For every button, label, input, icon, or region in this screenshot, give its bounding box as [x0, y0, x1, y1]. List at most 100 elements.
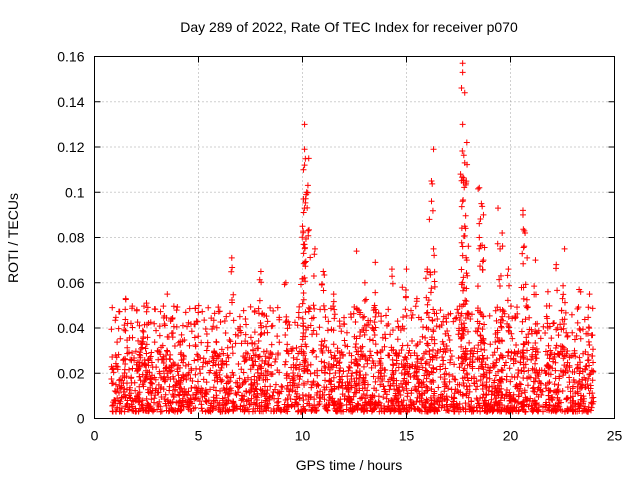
data-point — [394, 336, 401, 343]
data-point — [357, 395, 364, 402]
data-point — [358, 405, 365, 412]
data-point — [316, 398, 323, 405]
data-point — [110, 380, 117, 387]
data-point — [532, 369, 539, 376]
data-point — [249, 357, 256, 364]
data-point — [127, 395, 134, 402]
data-point — [412, 363, 419, 370]
data-point — [264, 329, 271, 336]
data-point — [235, 384, 242, 391]
data-point-peak — [576, 286, 583, 293]
data-point — [215, 304, 222, 311]
data-point — [188, 384, 195, 391]
data-point — [437, 346, 444, 353]
data-point — [133, 307, 140, 314]
data-point — [310, 327, 317, 334]
data-point — [567, 394, 574, 401]
data-point — [304, 378, 311, 385]
data-point — [120, 356, 127, 363]
data-point — [263, 390, 270, 397]
data-point — [270, 408, 277, 415]
data-point — [375, 310, 382, 317]
data-point — [174, 366, 181, 373]
data-point — [127, 320, 134, 327]
data-point — [504, 297, 511, 304]
data-point — [322, 314, 329, 321]
data-point — [566, 364, 573, 371]
data-point — [345, 363, 352, 370]
data-point — [154, 389, 161, 396]
data-point — [400, 387, 407, 394]
data-point — [389, 327, 396, 334]
data-point — [400, 364, 407, 371]
data-point — [366, 336, 373, 343]
data-point — [169, 398, 176, 405]
data-point — [299, 315, 306, 322]
data-point — [426, 348, 433, 355]
data-point — [379, 365, 386, 372]
data-point — [149, 364, 156, 371]
data-point — [497, 306, 504, 313]
data-point — [252, 401, 259, 408]
data-point — [296, 303, 303, 310]
data-point — [495, 337, 502, 344]
data-point — [583, 330, 590, 337]
data-point — [463, 298, 470, 305]
data-point — [276, 316, 283, 323]
data-point — [522, 281, 529, 288]
data-point — [407, 352, 414, 359]
data-point — [268, 323, 275, 330]
data-point — [338, 328, 345, 335]
data-point — [431, 390, 438, 397]
data-point — [129, 334, 136, 341]
data-point — [453, 314, 460, 321]
data-point — [412, 303, 419, 310]
data-point — [109, 365, 116, 372]
data-point — [402, 286, 409, 293]
data-point — [434, 315, 441, 322]
data-point — [538, 367, 545, 374]
data-point — [392, 406, 399, 413]
data-point — [122, 306, 129, 313]
data-point — [251, 329, 258, 336]
data-point — [535, 407, 542, 414]
data-point — [474, 383, 481, 390]
data-point — [340, 368, 347, 375]
data-point — [460, 179, 467, 186]
data-point — [326, 366, 333, 373]
data-point — [254, 397, 261, 404]
data-point — [156, 332, 163, 339]
data-point — [361, 331, 368, 338]
data-point — [389, 361, 396, 368]
data-point — [264, 400, 271, 407]
data-point — [544, 407, 551, 414]
data-point — [458, 321, 465, 328]
data-point — [109, 304, 116, 311]
data-point — [558, 307, 565, 314]
data-point — [445, 408, 452, 415]
data-point — [112, 314, 119, 321]
data-point — [423, 294, 430, 301]
data-point — [336, 318, 343, 325]
data-point — [129, 365, 136, 372]
data-point — [518, 403, 525, 410]
data-point-peak — [403, 266, 410, 273]
data-point — [241, 358, 248, 365]
data-point — [515, 393, 522, 400]
data-point — [223, 373, 230, 380]
data-point — [451, 390, 458, 397]
data-point — [527, 374, 534, 381]
data-point — [507, 397, 514, 404]
data-point — [481, 346, 488, 353]
data-point — [213, 339, 220, 346]
data-point — [370, 337, 377, 344]
data-point — [441, 383, 448, 390]
data-point — [464, 374, 471, 381]
data-point — [129, 324, 136, 331]
data-point — [395, 387, 402, 394]
data-point — [442, 349, 449, 356]
data-point — [497, 319, 504, 326]
data-point — [282, 332, 289, 339]
data-point — [510, 356, 517, 363]
data-point — [205, 304, 212, 311]
